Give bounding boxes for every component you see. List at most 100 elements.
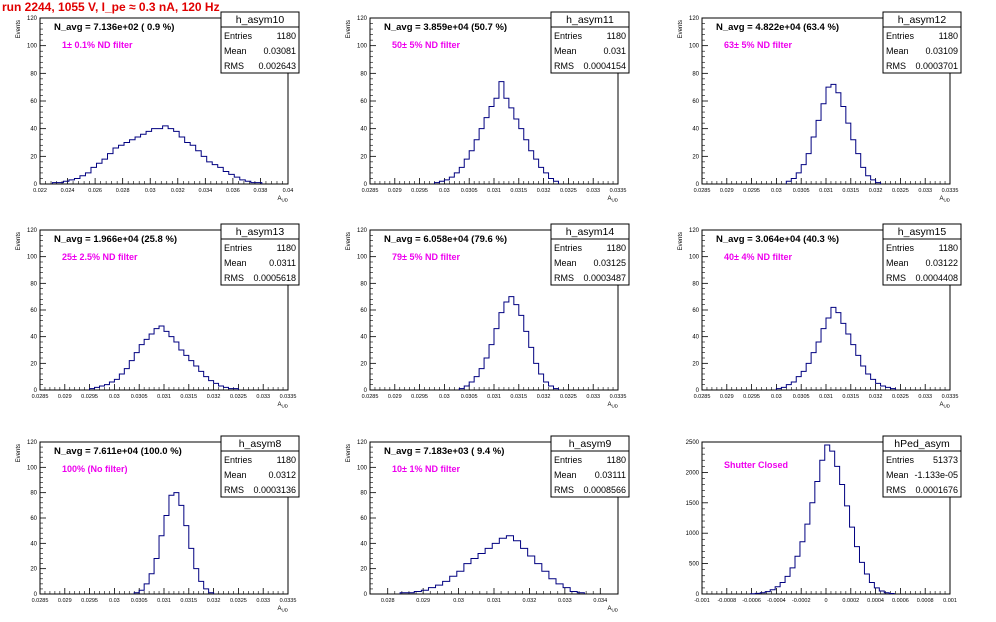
x-tick-label: 0.0335 [942,188,959,194]
y-tick-label: 0 [34,388,38,394]
histogram-bin [859,562,864,594]
y-tick-label: 40 [30,127,37,133]
y-tick-label: 0 [364,388,368,394]
x-tick-label: 0.0325 [560,394,577,400]
y-tick-label: 1000 [686,531,700,537]
histogram-bin [514,119,519,184]
histogram-series [775,306,896,390]
histogram-bin [856,154,861,184]
histogram-bin [144,584,149,594]
histogram-bin [479,369,484,390]
histogram-bin [96,163,102,184]
y-tick-label: 60 [30,516,37,522]
x-tick-label: 0.032 [869,394,883,400]
x-tick-label: 0.0315 [842,188,859,194]
x-tick-label: 0.036 [226,188,240,194]
histogram-name: h_asym9 [569,438,612,450]
x-tick-label: 0.029 [388,394,402,400]
stats-value: 0.03109 [925,46,958,56]
stats-label: RMS [554,273,574,283]
x-tick-label: 0.029 [720,394,734,400]
histogram-bin [194,366,199,390]
histogram-bin [179,137,185,184]
histogram-bin [549,178,554,184]
histogram-bin [811,137,816,184]
stats-value: 1180 [939,243,958,253]
histogram-bin [436,585,443,594]
histogram-panel: 0 20 40 60 80 100 120 0.0285 0.029 0.0295 0.03 0.03… [678,223,962,409]
x-tick-label: 0.0315 [510,394,527,400]
y-tick-label: 40 [360,127,367,133]
x-tick-label: 0.0305 [461,394,478,400]
histogram-bin [821,104,826,184]
x-tick-label: 0.032 [537,188,551,194]
stats-label: Mean [554,470,577,480]
y-tick-label: 40 [360,541,367,547]
histogram-bin [869,582,874,594]
histogram-bin [223,172,229,184]
x-tick-label: 0.0002 [842,598,859,604]
x-tick-label: 0.031 [487,598,501,604]
stats-label: RMS [886,61,906,71]
y-tick-label: 80 [692,281,699,287]
histogram-bin [492,543,499,594]
histogram-bin [856,355,861,390]
x-axis-label: AUD [277,196,288,203]
y-tick-label: 100 [27,255,38,261]
x-axis-label: AUD [607,402,618,409]
x-axis-label: AUD [939,196,950,203]
histogram-bin [806,154,811,184]
x-axis-label: AUD [277,606,288,613]
x-tick-label: 0.026 [88,188,102,194]
histogram-bin [881,386,886,390]
histogram-bin [174,493,179,594]
histogram-bin [831,307,836,390]
histogram-series [51,125,263,184]
y-axis-label: Events [346,20,352,38]
y-tick-label: 80 [360,491,367,497]
histogram-bin [801,371,806,390]
histogram-bin [785,576,790,594]
histogram-bin [556,584,563,594]
x-tick-label: 0.0335 [280,394,297,400]
histogram-name: h_asym12 [898,14,947,26]
navg-label: N_avg = 3.859e+04 (50.7 %) [384,22,507,33]
navg-label: N_avg = 7.183e+03 ( 9.4 %) [384,446,504,457]
histogram-bin [129,361,134,390]
stats-value: 51373 [933,455,958,465]
x-tick-label: 0.0295 [81,598,98,604]
stats-label: Entries [886,31,915,41]
stats-value: 0.031 [603,46,626,56]
histogram-series [89,325,239,390]
x-axis-label: AUD [607,196,618,203]
y-tick-label: 0 [696,388,700,394]
x-tick-label: 0.0335 [280,598,297,604]
x-tick-label: 0.032 [207,598,221,604]
histogram-bin [820,460,825,594]
y-tick-label: 100 [689,44,700,50]
x-tick-label: 0.033 [256,394,270,400]
histogram-bin [876,383,881,390]
x-tick-label: 0.0325 [560,188,577,194]
stats-value: 0.03122 [925,258,958,268]
histogram-bin [190,145,196,184]
histogram-series [749,444,895,595]
histogram-bin [179,350,184,390]
y-tick-label: 100 [357,465,368,471]
y-tick-label: 60 [360,516,367,522]
stats-label: RMS [554,61,574,71]
histogram-name: h_asym11 [566,14,614,26]
stats-value: 0.0005618 [253,273,296,283]
x-tick-label: 0.0335 [610,394,627,400]
histogram-bin [786,385,791,390]
x-tick-label: 0.0315 [180,598,197,604]
stats-label: Entries [224,31,253,41]
run-title: run 2244, 1055 V, I_pe ≈ 0.3 nA, 120 Hz [2,0,220,14]
histogram-bin [851,140,856,184]
stats-label: Mean [224,470,247,480]
histogram-bin [109,382,114,390]
x-tick-label: 0.0305 [793,394,810,400]
histogram-bin [124,143,130,185]
y-tick-label: 60 [360,308,367,314]
histogram-bin [189,548,194,594]
